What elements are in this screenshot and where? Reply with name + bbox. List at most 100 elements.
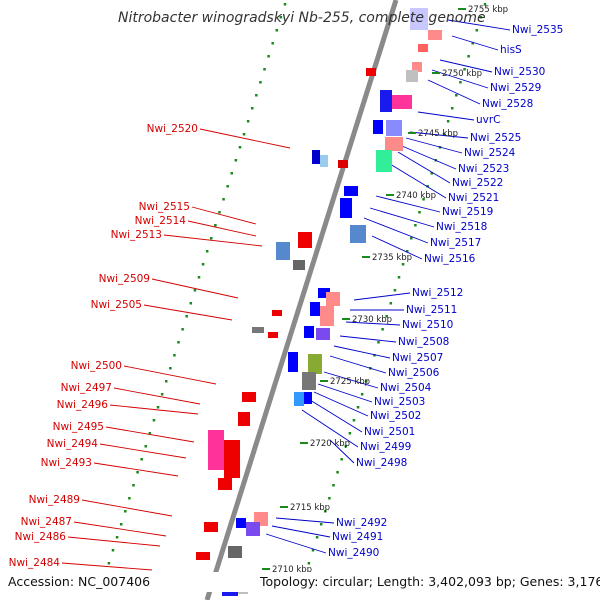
left-gene-label: Nwi_2484	[9, 557, 61, 569]
accession-text: Accession: NC_007406	[8, 574, 150, 589]
ring-dot-left	[107, 562, 111, 565]
gene-block	[276, 242, 290, 260]
kbp-tick-label: 2745 kbp	[418, 129, 458, 139]
ring-dot-left	[283, 3, 287, 6]
ring-dot-right	[442, 133, 446, 136]
ring-dot-left	[160, 393, 164, 396]
right-leader-line	[401, 145, 457, 170]
ring-dot-right	[401, 263, 405, 266]
left-gene-label: Nwi_2496	[57, 399, 109, 411]
left-leader-line	[81, 499, 173, 517]
ring-dot-right	[471, 42, 474, 45]
ring-dot-left	[197, 276, 201, 279]
right-gene-label: Nwi_2501	[364, 426, 415, 438]
ring-dot-left	[275, 29, 279, 32]
left-gene-label: Nwi_2487	[21, 516, 72, 528]
right-gene-label: Nwi_2521	[448, 192, 499, 204]
gene-block	[412, 62, 422, 72]
right-gene-label: Nwi_2507	[392, 352, 443, 364]
left-leader-line	[73, 521, 167, 537]
right-leader-line	[363, 217, 429, 244]
right-gene-label: Nwi_2516	[424, 253, 476, 265]
gene-block	[208, 430, 224, 470]
right-leader-line	[323, 371, 379, 389]
kbp-tick-label: 2735 kbp	[372, 253, 412, 263]
gene-block	[316, 328, 330, 340]
ring-dot-left	[177, 341, 180, 344]
right-leader-line	[389, 163, 447, 199]
ring-dot-left	[238, 146, 242, 149]
gene-block	[380, 90, 392, 112]
right-gene-label: Nwi_2524	[464, 147, 516, 159]
gene-block	[302, 372, 316, 390]
label-leaders	[61, 19, 511, 571]
gene-block	[418, 44, 428, 52]
right-gene-label: Nwi_2512	[412, 287, 463, 299]
ring-dot-right	[483, 3, 487, 6]
gene-block	[268, 332, 278, 338]
right-leader-line	[313, 391, 369, 417]
ring-dot-left	[148, 432, 152, 435]
right-leader-line	[329, 355, 387, 374]
ring-dot-right	[324, 510, 327, 513]
ring-dot-left	[169, 367, 172, 370]
right-leader-line	[317, 383, 373, 403]
footer-background	[0, 572, 600, 592]
ring-dot-left	[263, 68, 266, 71]
ring-dot-left	[201, 263, 205, 266]
left-gene-label: Nwi_2489	[29, 494, 80, 506]
ring-dot-left	[185, 315, 188, 318]
right-leader-line	[369, 207, 435, 228]
left-leader-line	[163, 234, 263, 247]
right-leader-line	[447, 19, 511, 31]
left-gene-label: Nwi_2505	[91, 299, 142, 311]
gene-block	[338, 160, 348, 168]
ring-dot-right	[328, 497, 331, 500]
ring-dot-right	[344, 445, 348, 448]
right-gene-label: Nwi_2504	[380, 382, 432, 394]
ring-dot-left	[271, 42, 274, 45]
gene-block	[224, 440, 240, 478]
ring-dot-right	[450, 107, 454, 110]
ring-dot-left	[124, 510, 127, 513]
right-gene-label: Nwi_2503	[374, 396, 425, 408]
right-gene-label: Nwi_2517	[430, 237, 481, 249]
gene-block	[350, 225, 366, 243]
gene-block	[294, 392, 304, 406]
ring-dot-left	[214, 224, 217, 227]
gene-block	[242, 392, 256, 402]
right-leader-line	[431, 69, 489, 89]
left-leader-line	[99, 443, 187, 459]
left-leader-line	[143, 304, 233, 321]
left-gene-label: Nwi_2494	[47, 438, 99, 450]
ring-dot-right	[377, 341, 380, 344]
left-leader-line	[187, 220, 257, 237]
right-leader-line	[427, 79, 481, 105]
ring-dot-right	[479, 16, 483, 19]
ring-dot-left	[119, 523, 123, 526]
ring-dot-right	[455, 94, 458, 97]
ring-dot-right	[410, 237, 413, 240]
ring-dot-right	[414, 224, 417, 227]
ring-dot-left	[246, 120, 250, 123]
gene-block	[288, 352, 298, 372]
right-leader-line	[345, 321, 401, 326]
ring-dot-left	[189, 302, 193, 305]
left-leader-line	[61, 562, 153, 571]
gene-block	[246, 522, 260, 536]
ring-dot-left	[218, 211, 221, 214]
right-leader-line	[451, 35, 499, 51]
gene-block	[196, 552, 210, 560]
ring-dot-left	[267, 55, 270, 58]
right-gene-label: Nwi_2528	[482, 98, 533, 110]
gene-labels: Nwi_2520 Nwi_2515 Nwi_2514 Nwi_2513 Nwi_2509…	[9, 24, 564, 569]
ring-dot-right	[311, 549, 315, 552]
ring-dot-left	[136, 471, 139, 474]
right-gene-label: Nwi_2498	[356, 457, 407, 469]
left-gene-label: Nwi_2495	[53, 421, 104, 433]
left-gene-label: Nwi_2493	[41, 457, 92, 469]
ring-dot-left	[128, 497, 131, 500]
ring-dot-right	[348, 432, 352, 435]
ring-dot-right	[373, 354, 376, 357]
